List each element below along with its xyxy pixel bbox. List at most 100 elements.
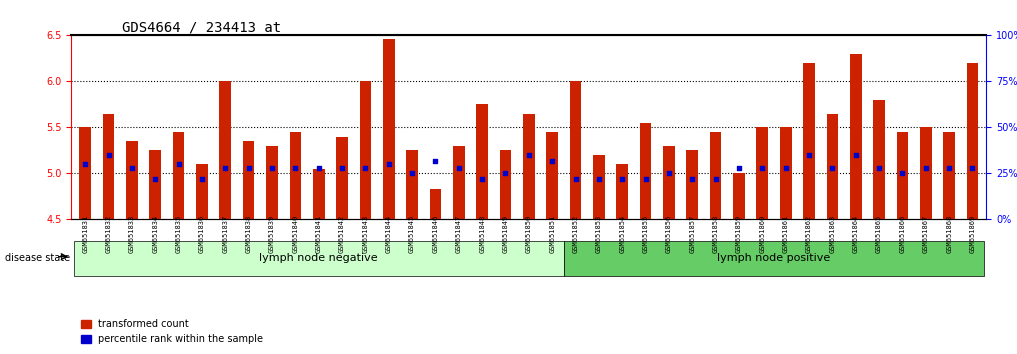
Point xyxy=(474,176,490,182)
Point xyxy=(661,171,677,176)
Bar xyxy=(944,132,955,219)
Point xyxy=(171,161,187,167)
Text: GSM651867: GSM651867 xyxy=(922,215,929,253)
Text: disease state: disease state xyxy=(5,253,70,263)
Point xyxy=(614,176,631,182)
Point xyxy=(263,165,280,171)
Text: GSM651846: GSM651846 xyxy=(432,215,438,253)
Text: lymph node positive: lymph node positive xyxy=(717,253,831,263)
Text: GSM651831: GSM651831 xyxy=(82,215,88,253)
Bar xyxy=(360,81,371,219)
Point xyxy=(755,165,771,171)
Point xyxy=(287,165,303,171)
Point xyxy=(77,161,94,167)
Bar xyxy=(429,189,441,219)
Text: GSM651869: GSM651869 xyxy=(969,215,975,253)
Text: GSM651834: GSM651834 xyxy=(153,215,159,253)
Text: GSM651854: GSM651854 xyxy=(619,215,625,253)
Point xyxy=(194,176,211,182)
Bar xyxy=(686,150,698,219)
Text: GSM651862: GSM651862 xyxy=(806,215,812,253)
Point xyxy=(451,165,467,171)
Bar xyxy=(780,127,791,219)
Point xyxy=(638,176,654,182)
Bar xyxy=(827,114,838,219)
Point xyxy=(801,152,818,158)
Bar xyxy=(920,127,932,219)
Point xyxy=(310,165,326,171)
Point xyxy=(101,152,117,158)
Text: GSM651836: GSM651836 xyxy=(199,215,205,253)
Point xyxy=(847,152,863,158)
Bar xyxy=(499,150,512,219)
Point xyxy=(567,176,584,182)
Text: GSM651853: GSM651853 xyxy=(596,215,602,253)
Bar xyxy=(103,114,114,219)
Point xyxy=(917,165,934,171)
Text: GSM651865: GSM651865 xyxy=(876,215,882,253)
Bar xyxy=(383,39,395,219)
Bar xyxy=(874,100,885,219)
Text: GSM651858: GSM651858 xyxy=(713,215,719,253)
Point xyxy=(708,176,724,182)
Point xyxy=(218,165,234,171)
Point xyxy=(964,165,980,171)
Point xyxy=(521,152,537,158)
Point xyxy=(778,165,794,171)
Text: GSM651847: GSM651847 xyxy=(456,215,462,253)
Text: GSM651848: GSM651848 xyxy=(479,215,485,253)
Text: GSM651851: GSM651851 xyxy=(549,215,555,253)
Text: GSM651860: GSM651860 xyxy=(760,215,766,253)
Bar xyxy=(663,146,674,219)
Bar xyxy=(546,132,558,219)
Text: GSM651841: GSM651841 xyxy=(315,215,321,253)
Point xyxy=(941,165,957,171)
Text: GSM651855: GSM651855 xyxy=(643,215,649,253)
Point xyxy=(404,171,420,176)
FancyBboxPatch shape xyxy=(563,241,984,276)
Text: GSM651840: GSM651840 xyxy=(292,215,298,253)
Point xyxy=(427,158,443,164)
Point xyxy=(124,165,140,171)
Bar xyxy=(337,137,348,219)
Point xyxy=(357,165,373,171)
Text: GSM651850: GSM651850 xyxy=(526,215,532,253)
FancyBboxPatch shape xyxy=(73,241,563,276)
Bar xyxy=(897,132,908,219)
Point xyxy=(824,165,840,171)
Text: GSM651844: GSM651844 xyxy=(385,215,392,253)
Text: GSM651842: GSM651842 xyxy=(339,215,345,253)
Point xyxy=(334,165,350,171)
Bar xyxy=(570,81,582,219)
Point xyxy=(591,176,607,182)
Bar xyxy=(640,123,652,219)
Bar xyxy=(266,146,278,219)
Bar xyxy=(476,104,488,219)
Bar xyxy=(733,173,744,219)
Bar xyxy=(406,150,418,219)
Text: GSM651843: GSM651843 xyxy=(362,215,368,253)
Legend: transformed count, percentile rank within the sample: transformed count, percentile rank withi… xyxy=(76,315,268,349)
Text: GSM651832: GSM651832 xyxy=(106,215,112,253)
Bar xyxy=(290,132,301,219)
Bar xyxy=(79,127,92,219)
Point xyxy=(240,165,256,171)
Bar xyxy=(453,146,465,219)
Bar xyxy=(523,114,535,219)
Text: GSM651835: GSM651835 xyxy=(176,215,182,253)
Point xyxy=(497,171,514,176)
Bar xyxy=(966,63,978,219)
Text: lymph node negative: lymph node negative xyxy=(259,253,378,263)
Bar xyxy=(803,63,815,219)
Bar xyxy=(616,164,629,219)
Text: GSM651849: GSM651849 xyxy=(502,215,508,253)
Bar xyxy=(710,132,721,219)
Text: GSM651866: GSM651866 xyxy=(899,215,905,253)
Point xyxy=(871,165,887,171)
Bar xyxy=(173,132,184,219)
Text: GSM651857: GSM651857 xyxy=(690,215,696,253)
Point xyxy=(684,176,701,182)
Bar xyxy=(313,169,324,219)
Text: GSM651833: GSM651833 xyxy=(129,215,135,253)
Text: GSM651838: GSM651838 xyxy=(246,215,251,253)
